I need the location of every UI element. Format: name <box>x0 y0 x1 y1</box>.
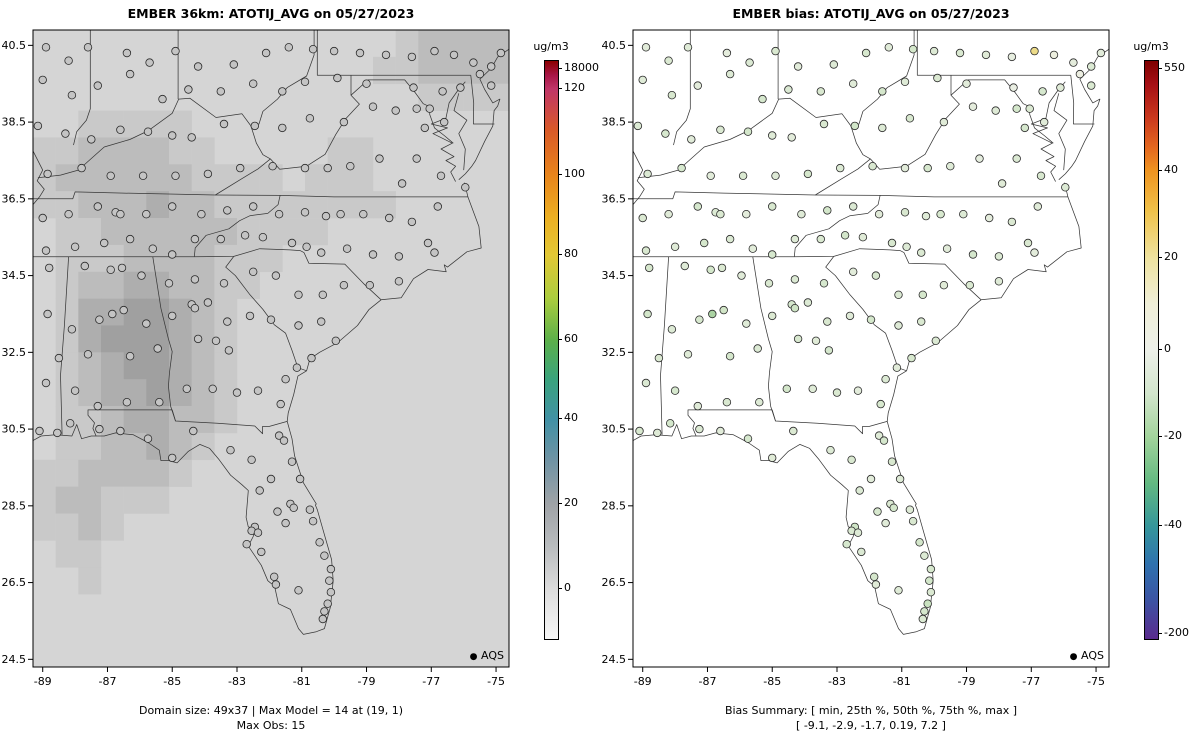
colorbar-tick <box>558 68 562 69</box>
colorbar-tick-label: -20 <box>1164 429 1182 442</box>
colorbar-tick <box>558 418 562 419</box>
right-panel-title: EMBER bias: ATOTIJ_AVG on 05/27/2023 <box>732 6 1010 21</box>
svg-text:-85: -85 <box>163 675 181 688</box>
right-aqs-legend: ● AQS <box>1052 649 1104 662</box>
svg-text:-77: -77 <box>1022 675 1040 688</box>
aqs-dot-icon: ● <box>469 652 478 662</box>
svg-text:28.5: 28.5 <box>602 499 627 512</box>
svg-text:-89: -89 <box>634 675 652 688</box>
svg-text:30.5: 30.5 <box>602 423 627 436</box>
right-colorbar-unit: ug/m3 <box>1133 40 1169 53</box>
svg-text:-79: -79 <box>958 675 976 688</box>
colorbar-tick-label: 40 <box>1164 163 1178 176</box>
svg-text:28.5: 28.5 <box>2 499 27 512</box>
colorbar-tick <box>1158 436 1162 437</box>
state-borders-layer <box>632 30 1110 635</box>
right-caption-line2: [ -9.1, -2.9, -1.7, 0.19, 7.2 ] <box>796 719 946 732</box>
colorbar-tick <box>558 174 562 175</box>
model-map-panel: -89 -87 -85 -83 -81 -79 -77 -75 24.5 26.5 28.5 30.5… <box>2 29 510 688</box>
svg-text:-89: -89 <box>34 675 52 688</box>
svg-text:-81: -81 <box>293 675 311 688</box>
svg-text:34.5: 34.5 <box>602 269 627 282</box>
state-borders-layer <box>32 30 510 635</box>
model-colorbar <box>544 60 559 640</box>
axis-layer: -89 -87 -85 -83 -81 -79 -77 -75 24.5 26.5 28.5 30.5… <box>2 39 506 688</box>
colorbar-tick-label: 100 <box>564 167 585 180</box>
colorbar-tick-label: -200 <box>1164 626 1189 639</box>
left-caption-line1: Domain size: 49x37 | Max Model = 14 at (… <box>138 704 403 717</box>
svg-text:40.5: 40.5 <box>602 39 627 52</box>
svg-text:26.5: 26.5 <box>602 576 627 589</box>
right-caption-line1: Bias Summary: [ min, 25th %, 50th %, 75t… <box>724 704 1018 717</box>
colorbar-tick <box>1158 170 1162 171</box>
colorbar-tick <box>558 88 562 89</box>
colorbar-tick <box>1158 257 1162 258</box>
colorbar-tick-label: 0 <box>1164 342 1171 355</box>
svg-text:34.5: 34.5 <box>2 269 27 282</box>
svg-text:-81: -81 <box>893 675 911 688</box>
colorbar-tick-label: -40 <box>1164 518 1182 531</box>
svg-text:-77: -77 <box>422 675 440 688</box>
colorbar-tick <box>1158 525 1162 526</box>
left-panel-title: EMBER 36km: ATOTIJ_AVG on 05/27/2023 <box>127 6 415 21</box>
svg-text:36.5: 36.5 <box>2 192 27 205</box>
colorbar-tick-label: 20 <box>1164 250 1178 263</box>
svg-text:-79: -79 <box>358 675 376 688</box>
left-aqs-legend: ● AQS <box>452 649 504 662</box>
svg-text:26.5: 26.5 <box>2 576 27 589</box>
colorbar-tick <box>558 503 562 504</box>
colorbar-tick-label: 20 <box>564 496 578 509</box>
colorbar-tick-label: 18000 <box>564 61 599 74</box>
colorbar-tick-label: 60 <box>564 332 578 345</box>
axis-layer: -89 -87 -85 -83 -81 -79 -77 -75 24.5 26.5 28.5 30.5… <box>602 39 1106 688</box>
svg-text:-87: -87 <box>98 675 116 688</box>
svg-text:24.5: 24.5 <box>602 653 627 666</box>
colorbar-tick <box>1158 68 1162 69</box>
svg-text:30.5: 30.5 <box>2 423 27 436</box>
svg-text:36.5: 36.5 <box>602 192 627 205</box>
colorbar-tick-label: 550 <box>1164 61 1185 74</box>
bias-map-panel: -89 -87 -85 -83 -81 -79 -77 -75 24.5 26.5 28.5 30.5… <box>602 29 1110 688</box>
colorbar-tick <box>558 588 562 589</box>
left-colorbar-unit: ug/m3 <box>533 40 569 53</box>
model-raster-layer <box>33 30 509 667</box>
svg-text:40.5: 40.5 <box>2 39 27 52</box>
colorbar-tick-label: 80 <box>564 247 578 260</box>
svg-text:-87: -87 <box>698 675 716 688</box>
colorbar-tick-label: 0 <box>564 581 571 594</box>
colorbar-tick-label: 40 <box>564 411 578 424</box>
right-aqs-legend-label: AQS <box>1081 649 1104 662</box>
bias-colorbar <box>1144 60 1159 640</box>
svg-text:32.5: 32.5 <box>602 346 627 359</box>
colorbar-tick <box>1158 633 1162 634</box>
svg-text:-83: -83 <box>828 675 846 688</box>
svg-text:-75: -75 <box>487 675 505 688</box>
svg-text:-85: -85 <box>763 675 781 688</box>
colorbar-tick <box>558 254 562 255</box>
colorbar-tick <box>1158 349 1162 350</box>
aqs-stations-layer <box>33 43 506 624</box>
svg-text:-75: -75 <box>1087 675 1105 688</box>
svg-text:38.5: 38.5 <box>2 116 27 129</box>
colorbar-tick <box>558 339 562 340</box>
aqs-dot-icon: ● <box>1069 652 1078 662</box>
svg-text:24.5: 24.5 <box>2 653 27 666</box>
svg-text:-83: -83 <box>228 675 246 688</box>
colorbar-tick-label: 120 <box>564 81 585 94</box>
svg-text:32.5: 32.5 <box>2 346 27 359</box>
aqs-stations-layer <box>633 43 1106 624</box>
svg-text:38.5: 38.5 <box>602 116 627 129</box>
left-aqs-legend-label: AQS <box>481 649 504 662</box>
left-caption-line2: Max Obs: 15 <box>236 719 306 732</box>
